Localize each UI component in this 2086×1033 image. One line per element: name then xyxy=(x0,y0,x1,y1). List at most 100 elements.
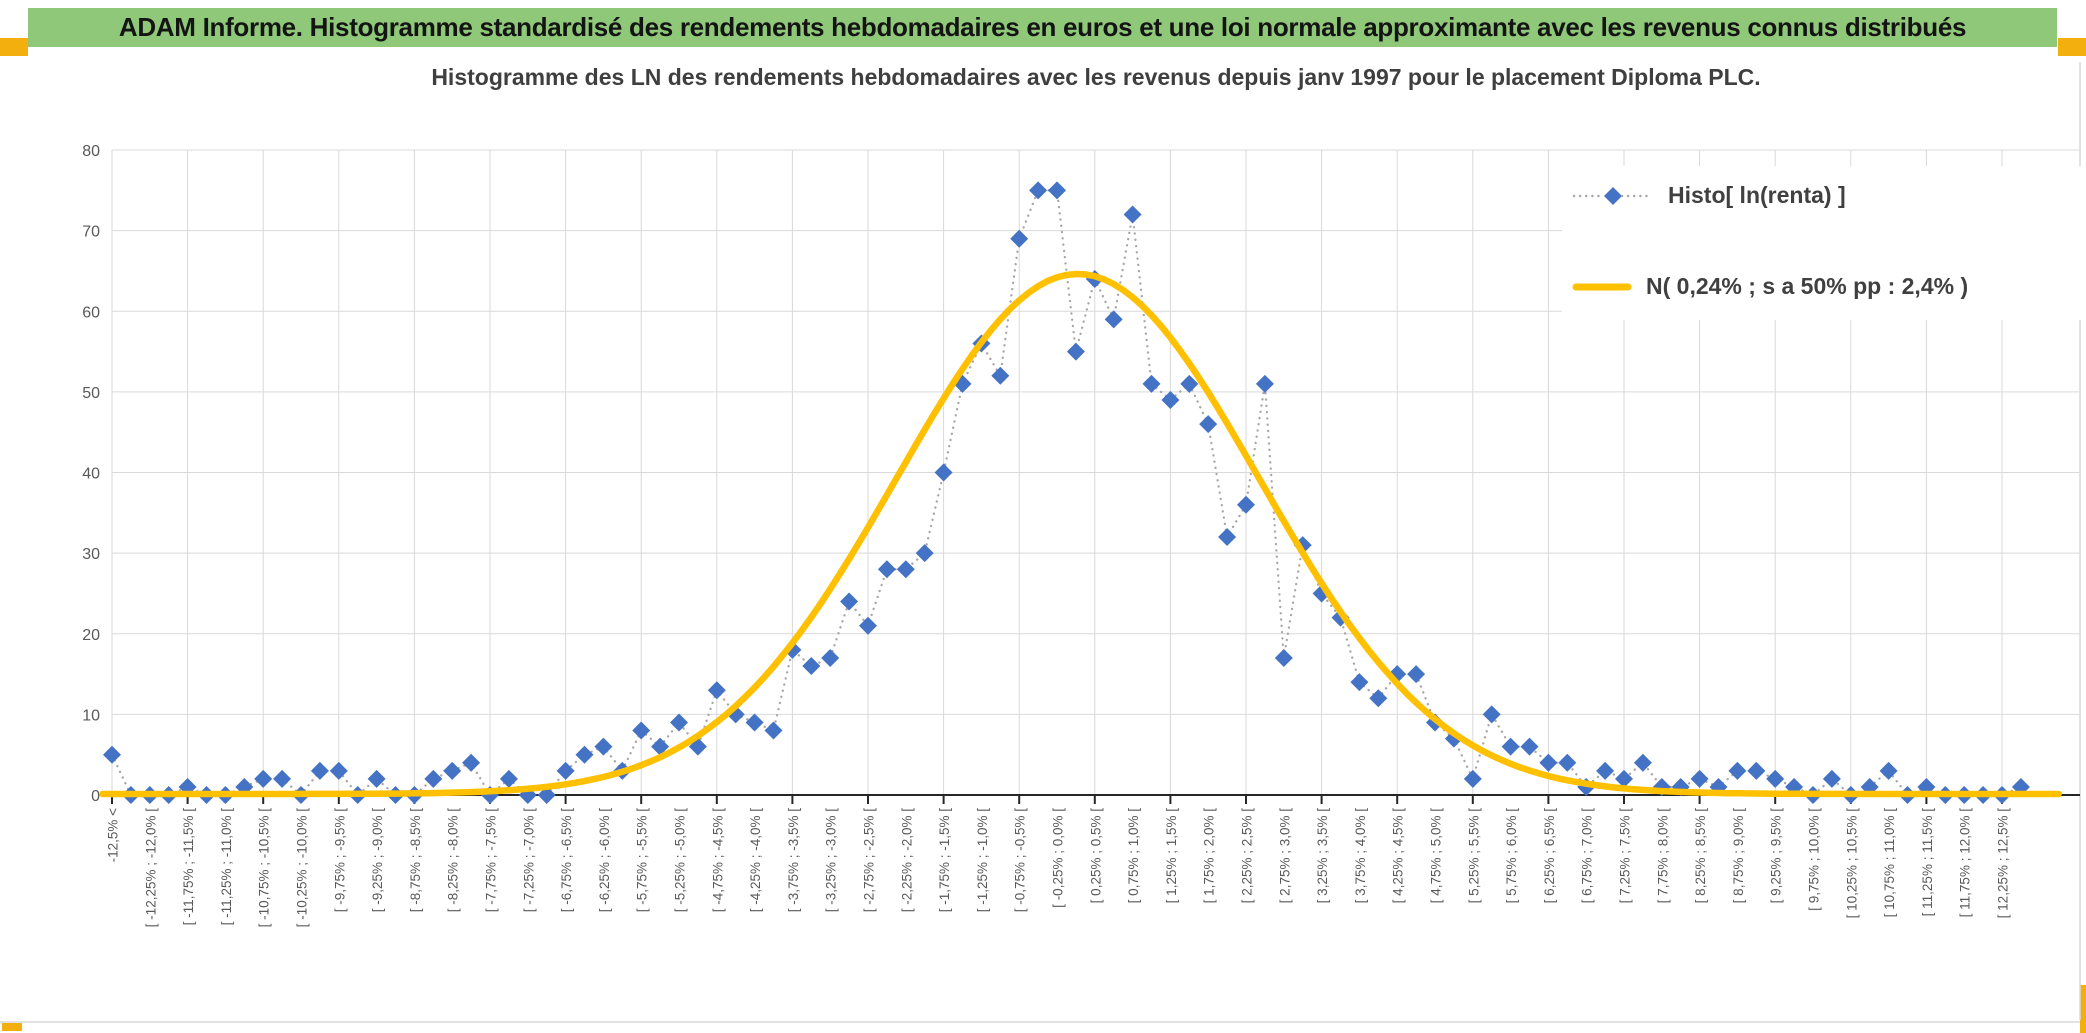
data-point-diamond[interactable] xyxy=(632,721,651,740)
data-point-diamond[interactable] xyxy=(840,592,859,611)
data-point-diamond[interactable] xyxy=(1274,648,1293,667)
x-tick-label: [ -3,75% ; -3,5% [ xyxy=(786,808,801,913)
x-tick-label: [ -8,25% ; -8,0% [ xyxy=(446,808,461,913)
data-point-diamond[interactable] xyxy=(273,769,292,788)
data-point-diamond[interactable] xyxy=(651,737,670,756)
data-point-diamond[interactable] xyxy=(1766,769,1785,788)
data-point-diamond[interactable] xyxy=(1142,374,1161,393)
data-point-diamond[interactable] xyxy=(1615,769,1633,788)
x-tick-label: [ 5,75% ; 6,0% [ xyxy=(1504,808,1519,904)
data-point-diamond[interactable] xyxy=(915,544,934,563)
data-point-diamond[interactable] xyxy=(1180,374,1199,393)
data-point-diamond[interactable] xyxy=(1482,705,1501,724)
x-tick-label: [ 2,25% ; 2,5% [ xyxy=(1240,808,1255,904)
data-point-diamond[interactable] xyxy=(1633,753,1652,772)
data-point-diamond[interactable] xyxy=(1407,665,1426,684)
legend-item-histogram[interactable]: Histo[ ln(renta) ] xyxy=(1572,182,2086,209)
data-point-diamond[interactable] xyxy=(310,761,329,780)
x-tick-label: [ -5,25% ; -5,0% [ xyxy=(673,808,688,913)
data-point-diamond[interactable] xyxy=(1255,374,1274,393)
data-point-diamond[interactable] xyxy=(1123,205,1142,224)
y-tick-label: 0 xyxy=(91,788,100,805)
banner-title: ADAM Informe. Histogramme standardisé de… xyxy=(28,8,2057,47)
data-point-diamond[interactable] xyxy=(1728,761,1747,780)
data-point-diamond[interactable] xyxy=(1218,528,1237,546)
x-tick-label: [ 1,25% ; 1,5% [ xyxy=(1164,808,1179,904)
data-point-diamond[interactable] xyxy=(745,713,764,732)
data-point-diamond[interactable] xyxy=(329,761,348,780)
data-point-diamond[interactable] xyxy=(877,560,896,579)
data-point-diamond[interactable] xyxy=(1161,390,1180,409)
data-point-diamond[interactable] xyxy=(424,769,443,788)
data-point-diamond[interactable] xyxy=(499,769,518,788)
x-tick-label: [ 11,75% ; 12,0% [ xyxy=(1958,808,1973,918)
y-tick-label: 60 xyxy=(82,304,100,321)
data-point-diamond[interactable] xyxy=(1237,495,1255,514)
y-tick-label: 40 xyxy=(82,466,100,483)
data-point-diamond[interactable] xyxy=(103,745,121,764)
data-point-diamond[interactable] xyxy=(991,366,1010,385)
data-point-diamond[interactable] xyxy=(1369,689,1388,708)
data-point-diamond[interactable] xyxy=(556,761,575,780)
data-point-diamond[interactable] xyxy=(670,713,688,732)
y-tick-label: 20 xyxy=(82,627,100,644)
data-point-diamond[interactable] xyxy=(1501,737,1520,756)
data-point-diamond[interactable] xyxy=(821,648,840,667)
legend-item-normal[interactable]: N( 0,24% ; s a 50% pp : 2,4% ) xyxy=(1572,273,2086,300)
x-tick-label: [ 0,25% ; 0,5% [ xyxy=(1088,808,1103,904)
x-tick-label: [ -4,75% ; -4,5% [ xyxy=(710,808,725,913)
x-tick-label: [ 5,25% ; 5,5% [ xyxy=(1466,808,1481,904)
legend[interactable]: Histo[ ln(renta) ] N( 0,24% ; s a 50% pp… xyxy=(1562,166,2086,320)
data-point-diamond[interactable] xyxy=(764,721,783,740)
x-tick-label: [ 6,25% ; 6,5% [ xyxy=(1542,808,1557,904)
data-point-diamond[interactable] xyxy=(443,761,462,780)
data-point-diamond[interactable] xyxy=(254,769,273,788)
x-tick-label: [ 4,75% ; 5,0% [ xyxy=(1429,808,1444,904)
chart-title: Histogramme des LN des rendements hebdom… xyxy=(431,64,1761,90)
x-tick-label: [ -5,75% ; -5,5% [ xyxy=(635,808,650,913)
data-point-diamond[interactable] xyxy=(1010,229,1029,248)
x-tick-label: [ -3,25% ; -3,0% [ xyxy=(824,808,839,913)
data-point-diamond[interactable] xyxy=(707,681,726,700)
data-point-diamond[interactable] xyxy=(1747,761,1766,780)
data-point-diamond[interactable] xyxy=(1558,753,1577,772)
data-point-diamond[interactable] xyxy=(1822,769,1841,788)
x-tick-label: [ -2,75% ; -2,5% [ xyxy=(862,808,877,913)
data-point-diamond[interactable] xyxy=(1463,769,1482,788)
x-tick-label: [ -9,25% ; -9,0% [ xyxy=(370,808,385,913)
x-tick-label: [ 9,75% ; 10,0% [ xyxy=(1807,808,1822,911)
data-point-diamond[interactable] xyxy=(575,745,594,764)
data-point-diamond[interactable] xyxy=(1690,769,1709,788)
data-point-diamond[interactable] xyxy=(462,753,481,772)
x-tick-label: [ -2,25% ; -2,0% [ xyxy=(899,808,914,913)
x-tick-label: -12,5% < xyxy=(106,808,121,863)
normal-curve[interactable] xyxy=(99,270,2062,798)
data-point-diamond[interactable] xyxy=(1539,753,1558,772)
legend-label-normal: N( 0,24% ; s a 50% pp : 2,4% ) xyxy=(1646,273,1969,299)
data-point-diamond[interactable] xyxy=(1879,761,1898,780)
data-point-diamond[interactable] xyxy=(1029,181,1048,200)
data-point-diamond[interactable] xyxy=(1104,310,1123,329)
data-point-diamond[interactable] xyxy=(367,769,386,788)
accent-chip-top-right xyxy=(2058,38,2086,56)
data-point-diamond[interactable] xyxy=(1199,415,1218,434)
accent-chip-bottom-left xyxy=(2,1023,22,1031)
data-point-diamond[interactable] xyxy=(1520,737,1539,756)
x-tick-label: [ 10,25% ; 10,5% [ xyxy=(1844,808,1859,919)
x-tick-label: [ -7,25% ; -7,0% [ xyxy=(521,808,536,913)
x-tick-label: [ 3,75% ; 4,0% [ xyxy=(1353,808,1368,904)
data-point-diamond[interactable] xyxy=(802,657,821,675)
data-point-diamond[interactable] xyxy=(1350,673,1369,692)
data-point-diamond[interactable] xyxy=(1048,181,1066,200)
data-point-diamond[interactable] xyxy=(859,616,877,635)
data-point-diamond[interactable] xyxy=(934,463,953,482)
data-point-diamond[interactable] xyxy=(896,560,915,579)
accent-bar-bottom-right xyxy=(2080,985,2086,1033)
data-point-diamond[interactable] xyxy=(1596,761,1615,780)
data-point-diamond[interactable] xyxy=(594,737,613,756)
x-tick-label: [ -1,75% ; -1,5% [ xyxy=(937,808,952,913)
data-point-diamond[interactable] xyxy=(1066,342,1085,361)
x-tick-label: [ 9,25% ; 9,5% [ xyxy=(1769,808,1784,904)
